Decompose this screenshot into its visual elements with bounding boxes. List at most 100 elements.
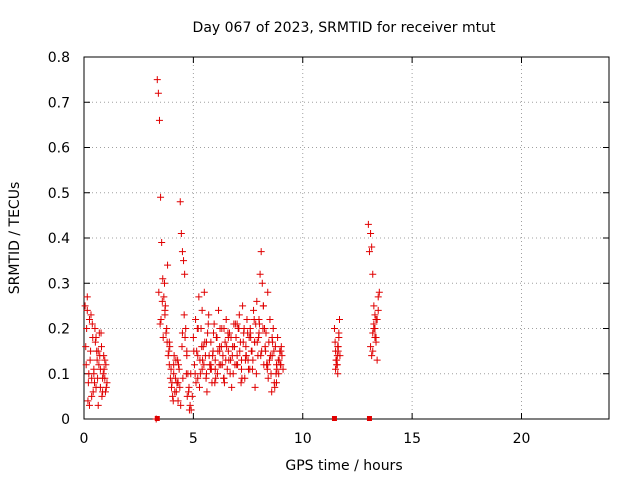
data-point <box>238 356 245 364</box>
data-point <box>103 379 111 387</box>
data-point <box>83 293 91 301</box>
data-point <box>90 365 98 373</box>
data-point <box>175 365 183 373</box>
x-tick-label: 5 <box>189 431 198 447</box>
data-point <box>159 334 167 342</box>
data-point <box>211 379 219 387</box>
data-point <box>203 388 211 396</box>
data-point <box>178 329 186 337</box>
data-point <box>82 343 90 351</box>
data-point <box>211 356 219 364</box>
data-point <box>370 325 378 332</box>
data-point <box>237 379 245 387</box>
axis-ticks: 0 0.1 0.2 0.3 0.4 0.5 0.6 0.7 0.8 0 5 10 15 20 <box>48 50 609 447</box>
data-point <box>181 270 189 278</box>
data-point <box>171 374 179 382</box>
data-point <box>266 356 273 364</box>
data-point <box>176 383 184 391</box>
data-point <box>268 334 276 342</box>
data-point <box>102 383 110 391</box>
y-tick-label: 0.8 <box>48 50 70 66</box>
data-point <box>271 343 279 351</box>
data-point <box>372 315 380 323</box>
data-point <box>98 392 106 400</box>
data-point <box>372 338 380 346</box>
data-point <box>220 374 228 382</box>
data-point <box>367 343 375 351</box>
data-point <box>216 347 224 355</box>
data-point <box>259 325 267 332</box>
data-point <box>191 370 199 378</box>
data-point <box>100 365 108 373</box>
data-point <box>233 320 241 328</box>
data-point <box>94 401 102 409</box>
data-point <box>330 325 338 332</box>
data-point <box>84 397 92 405</box>
data-point <box>273 379 280 387</box>
data-point <box>251 338 259 346</box>
data-point <box>371 334 379 342</box>
data-point <box>252 370 260 378</box>
data-point <box>370 302 378 310</box>
data-point <box>333 361 341 369</box>
y-tick-label: 0.3 <box>48 276 70 292</box>
data-point <box>217 343 225 351</box>
data-point <box>198 365 206 373</box>
data-point <box>163 325 171 332</box>
data-point <box>98 343 105 351</box>
data-point <box>198 343 206 351</box>
data-point <box>154 89 162 97</box>
data-point <box>158 239 166 247</box>
data-point <box>83 325 91 332</box>
data-point <box>170 370 178 378</box>
data-point <box>204 329 212 337</box>
data-point <box>222 315 230 323</box>
data-point <box>373 356 381 364</box>
data-point <box>369 329 377 337</box>
data-point <box>188 392 196 400</box>
data-point <box>169 392 177 400</box>
data-point <box>183 352 191 360</box>
data-point <box>93 356 101 364</box>
data-point <box>369 347 377 355</box>
data-point <box>334 347 342 355</box>
data-point <box>88 374 96 382</box>
data-point <box>177 229 185 237</box>
data-point-square <box>154 416 160 421</box>
data-point <box>211 365 219 373</box>
data-point <box>223 365 231 373</box>
data-point <box>87 347 95 355</box>
data-point <box>199 356 207 364</box>
data-point <box>374 293 382 301</box>
data-point <box>272 370 280 378</box>
data-point <box>249 356 257 364</box>
data-point <box>161 306 169 314</box>
data-point <box>212 374 220 382</box>
data-point <box>178 248 186 256</box>
x-tick-label: 0 <box>80 431 89 447</box>
x-axis-label: GPS time / hours <box>285 458 402 474</box>
data-point <box>262 329 270 337</box>
data-point <box>375 288 383 296</box>
data-point <box>220 325 228 332</box>
data-point <box>368 243 376 251</box>
data-point <box>157 315 165 323</box>
data-point <box>270 347 278 355</box>
data-point <box>153 76 161 84</box>
data-point <box>369 270 377 278</box>
data-point <box>236 347 244 355</box>
data-point <box>172 388 180 396</box>
data-point <box>273 365 281 373</box>
data-point <box>271 383 279 391</box>
data-point <box>91 379 98 387</box>
data-point <box>336 315 343 323</box>
data-point <box>239 338 247 346</box>
y-tick-label: 0.1 <box>48 367 70 383</box>
data-point <box>224 347 232 355</box>
grid <box>84 57 609 419</box>
data-point <box>268 388 276 396</box>
data-point <box>213 370 221 378</box>
data-point <box>215 361 223 369</box>
data-point <box>367 229 375 237</box>
